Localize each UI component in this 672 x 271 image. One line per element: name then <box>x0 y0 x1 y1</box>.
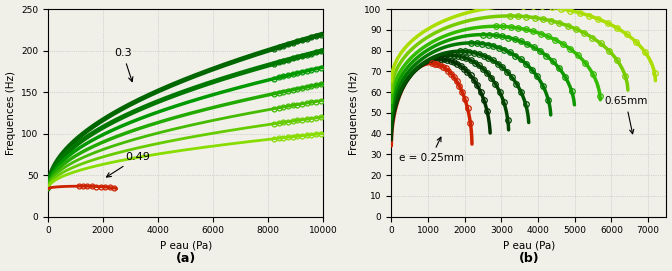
X-axis label: P eau (Pa): P eau (Pa) <box>159 241 212 251</box>
Text: 0.49: 0.49 <box>106 152 150 177</box>
Text: 0.65mm: 0.65mm <box>604 96 647 134</box>
Text: (b): (b) <box>519 252 539 265</box>
X-axis label: P eau (Pa): P eau (Pa) <box>503 241 555 251</box>
Text: (a): (a) <box>175 252 196 265</box>
Text: 0.3: 0.3 <box>114 48 133 82</box>
Y-axis label: Frequences (Hz): Frequences (Hz) <box>349 71 359 155</box>
Text: e = 0.25mm: e = 0.25mm <box>398 137 464 163</box>
Y-axis label: Frequences (Hz): Frequences (Hz) <box>5 71 15 155</box>
